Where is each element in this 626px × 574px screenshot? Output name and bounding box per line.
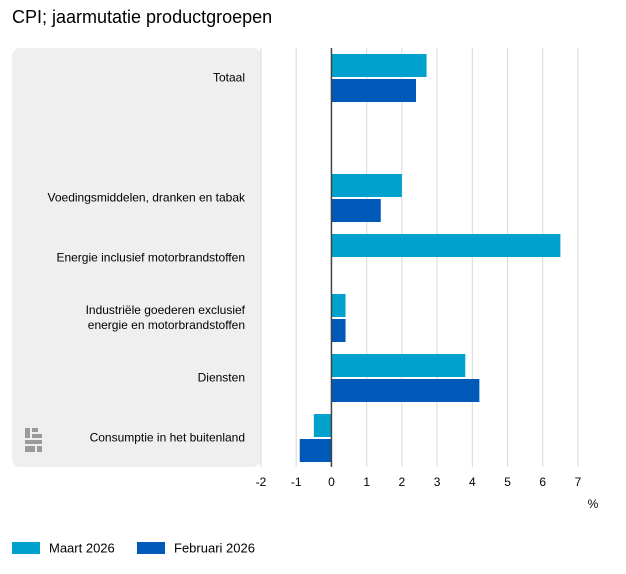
category-label: Diensten: [197, 370, 245, 385]
x-tick-label: -1: [291, 475, 302, 489]
bar: [313, 414, 332, 437]
legend-swatch: [12, 542, 40, 554]
bar: [299, 439, 332, 462]
legend-swatch: [137, 542, 165, 554]
category-label: Consumptie in het buitenland: [89, 430, 245, 445]
bar: [331, 54, 427, 77]
cbs-logo: [25, 428, 42, 452]
x-tick-label: 0: [328, 475, 335, 489]
category-label: Voedingsmiddelen, dranken en tabak: [47, 190, 245, 205]
bar: [331, 379, 480, 402]
category-label: Totaal: [212, 70, 245, 85]
legend-label: Februari 2026: [174, 540, 255, 555]
x-tick-label: 5: [504, 475, 511, 489]
bar: [331, 234, 561, 257]
x-axis-label: %: [588, 497, 599, 511]
x-tick-label: 6: [539, 475, 546, 489]
bar: [331, 354, 466, 377]
x-tick-label: 7: [575, 475, 582, 489]
bar: [331, 199, 381, 222]
legend-label: Maart 2026: [49, 540, 115, 555]
category-label: Industriële goederen exclusief energie e…: [85, 303, 245, 332]
x-tick-label: 1: [363, 475, 370, 489]
category-label: Energie inclusief motorbrandstoffen: [56, 250, 245, 265]
bar: [331, 294, 346, 317]
bar: [331, 174, 402, 197]
x-tick-label: -2: [256, 475, 267, 489]
bar: [331, 79, 416, 102]
bar: [331, 319, 346, 342]
x-tick-label: 2: [399, 475, 406, 489]
chart-title: CPI; jaarmutatie productgroepen: [12, 7, 272, 27]
x-tick-label: 4: [469, 475, 476, 489]
label-panel: [12, 48, 261, 467]
x-tick-label: 3: [434, 475, 441, 489]
